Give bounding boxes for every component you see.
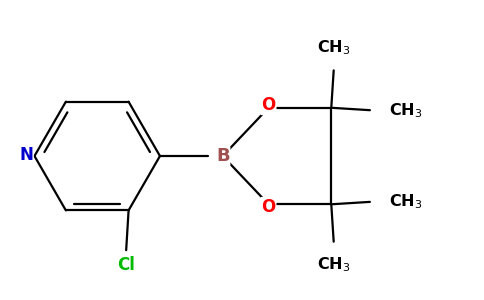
Text: O: O (261, 96, 276, 114)
Text: N: N (19, 146, 33, 164)
Text: CH$_3$: CH$_3$ (317, 38, 350, 57)
Text: CH$_3$: CH$_3$ (389, 101, 423, 119)
Text: CH$_3$: CH$_3$ (317, 255, 350, 274)
Text: B: B (216, 147, 229, 165)
Text: O: O (261, 198, 276, 216)
Text: CH$_3$: CH$_3$ (389, 193, 423, 211)
Text: Cl: Cl (117, 256, 135, 274)
